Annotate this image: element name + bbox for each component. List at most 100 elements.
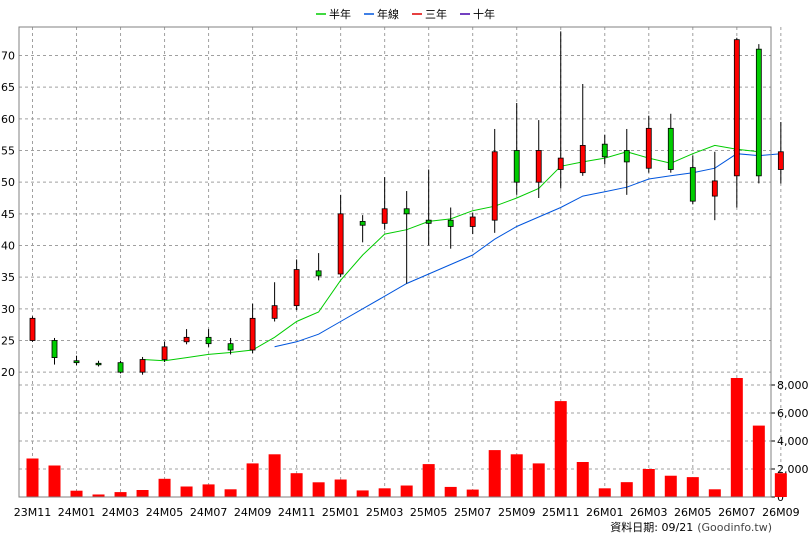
volume-bar xyxy=(620,482,633,497)
candle-body xyxy=(29,317,36,341)
volume-tick-label: 0 xyxy=(777,491,784,504)
legend-item-2: 年線 xyxy=(364,7,399,21)
volume-bar xyxy=(48,465,61,497)
volume-bar xyxy=(730,378,743,497)
volume-tick-label: 8,000 xyxy=(777,379,808,392)
candle xyxy=(381,177,388,230)
price-tick-label: 35 xyxy=(1,271,15,284)
candle-body xyxy=(623,150,630,163)
volume-bar xyxy=(774,473,787,497)
candle-body xyxy=(513,150,520,183)
price-tick-label: 40 xyxy=(1,240,15,253)
candle-body xyxy=(579,145,586,174)
volume-bar xyxy=(554,401,567,497)
price-axis: 20 25 30 35 40 45 50 55 60 65 70 xyxy=(1,50,15,380)
x-tick-label: 25M03 xyxy=(366,506,404,519)
x-tick-label: 26M01 xyxy=(586,506,624,519)
candle-body xyxy=(183,336,190,343)
candle-body xyxy=(711,180,718,197)
candle xyxy=(667,113,674,173)
candle-body xyxy=(557,157,564,170)
x-tick-label: 24M07 xyxy=(190,506,228,519)
candle-body xyxy=(315,270,322,277)
candle xyxy=(403,191,410,284)
volume-tick-label: 6,000 xyxy=(777,407,808,420)
candle xyxy=(271,282,278,322)
candle xyxy=(733,37,740,208)
volume-bar xyxy=(114,492,127,497)
volume-bar xyxy=(378,488,391,497)
x-tick-label: 24M11 xyxy=(278,506,316,519)
footer-date: 資料日期: 09/21 (Goodinfo.tw) xyxy=(610,520,772,534)
volume-bar xyxy=(268,454,281,497)
price-tick-label: 30 xyxy=(1,303,15,316)
candle-body xyxy=(447,219,454,227)
volume-bar xyxy=(70,490,83,497)
candle-body xyxy=(51,340,58,359)
candle-body xyxy=(733,39,740,177)
candle-body xyxy=(139,359,146,373)
volume-bar xyxy=(356,490,369,497)
candle xyxy=(293,259,300,311)
candle-body xyxy=(667,127,674,170)
volume-bar xyxy=(400,485,413,497)
candle xyxy=(29,316,36,342)
volume-bar xyxy=(224,489,237,497)
volume-tick-label: 4,000 xyxy=(777,435,808,448)
price-tick-label: 70 xyxy=(1,50,15,63)
candle xyxy=(249,303,256,354)
price-tick-label: 25 xyxy=(1,335,15,348)
volume-bar xyxy=(664,475,677,497)
volume-bar xyxy=(158,478,171,497)
grid-lines xyxy=(19,27,782,497)
volume-bar xyxy=(642,469,655,497)
legend-label: 三年 xyxy=(425,7,447,21)
volume-bar xyxy=(422,464,435,497)
candle-body xyxy=(755,48,762,177)
x-tick-label: 25M11 xyxy=(542,506,580,519)
candle-body xyxy=(535,150,542,183)
volume-bar xyxy=(136,490,149,497)
candle xyxy=(359,215,366,243)
volume-bar xyxy=(180,486,193,497)
candle-body xyxy=(491,151,498,221)
candle-body xyxy=(469,216,476,227)
legend-item-3: 三年 xyxy=(412,7,447,21)
x-tick-label: 25M01 xyxy=(322,506,360,519)
volume-bar xyxy=(598,488,611,497)
candle xyxy=(711,151,718,221)
volume-bar xyxy=(202,484,215,497)
volume-bar xyxy=(708,489,721,497)
volume-bar xyxy=(752,425,765,497)
volume-bar xyxy=(686,477,699,497)
price-tick-label: 45 xyxy=(1,208,15,221)
x-tick-label: 23M11 xyxy=(14,506,52,519)
candle-body xyxy=(249,317,256,351)
volume-bars xyxy=(26,378,787,497)
candle xyxy=(535,120,542,198)
candle-body xyxy=(381,208,388,224)
candle-body xyxy=(601,143,608,158)
volume-bar xyxy=(444,486,457,497)
plot-frame xyxy=(18,26,772,498)
legend-label: 十年 xyxy=(473,7,495,21)
candle xyxy=(183,329,190,345)
candle xyxy=(161,341,168,363)
candle xyxy=(645,115,652,173)
candle xyxy=(51,337,58,365)
candle-body xyxy=(205,336,212,345)
x-tick-label: 25M09 xyxy=(498,506,536,519)
price-tick-label: 50 xyxy=(1,176,15,189)
candle xyxy=(337,194,344,278)
candle xyxy=(95,360,102,367)
candle-body xyxy=(73,360,80,364)
candle-body xyxy=(425,219,432,224)
candle-body xyxy=(359,221,366,226)
candle xyxy=(447,207,454,249)
candle xyxy=(227,337,234,355)
x-axis: 23M11 24M01 24M03 24M05 24M07 24M09 24M11 25M01… xyxy=(14,506,800,519)
candle-body xyxy=(227,343,234,351)
candle xyxy=(139,356,146,375)
x-tick-label: 24M09 xyxy=(234,506,272,519)
